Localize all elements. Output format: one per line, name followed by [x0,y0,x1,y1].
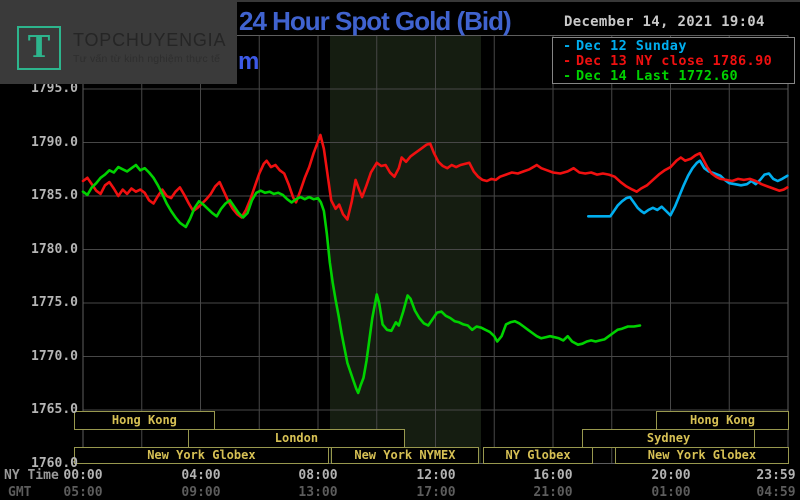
legend-label: Dec 14 Last 1772.60 [576,68,739,84]
legend-marker: - [563,68,572,84]
session-box-london: London [187,429,405,448]
y-tick-label: 1760.0 [31,456,78,471]
y-tick-label: 1780.0 [31,242,78,257]
x-tick-label: 05:00 [63,485,103,500]
session-box-new-york-nymex: New York NYMEX [330,447,479,464]
legend-item: - Dec 12 Sunday [563,39,794,54]
x-tick-label: 01:00 [651,485,691,500]
brand-name: TOPCHUYENGIA [73,30,227,50]
y-tick-label: 1770.0 [31,349,78,364]
topchuyengia-watermark: T TOPCHUYENGIA Tư vấn từ kinh nghiệm thự… [0,0,237,84]
x-tick-label: 09:00 [181,485,221,500]
x-tick-label: 12:00 [416,468,456,483]
legend-item: - Dec 14 Last 1772.60 [563,69,794,84]
series-dec-12-sunday [586,159,789,218]
session-box-hong-kong: Hong Kong [73,411,215,430]
session-box-sydney: Sydney [582,429,756,448]
x-tick-label: 04:59 [756,485,796,500]
session-box-new-york-globex: New York Globex [615,447,789,464]
x-tick-label: 04:00 [181,468,221,483]
brand-tagline: Tư vấn từ kinh nghiệm thực tế [73,53,221,65]
y-tick-label: 1790.0 [31,135,78,150]
kitco-logo-fragment: m [238,48,260,75]
x-tick-label: 21:00 [533,485,573,500]
legend: - Dec 12 Sunday - Dec 13 NY close 1786.90- D… [552,37,795,84]
y-tick-label: 1795.0 [31,81,78,96]
y-tick-label: 1765.0 [31,402,78,417]
legend-marker: - [563,53,572,69]
x-tick-label: 13:00 [298,485,338,500]
topchuyengia-logo-icon: T [17,26,61,70]
legend-item: - Dec 13 NY close 1786.90 [563,54,794,69]
page-title: 24 Hour Spot Gold (Bid) [239,6,512,36]
session-box-new-york-globex: New York Globex [73,447,329,464]
y-tick-label: 1775.0 [31,295,78,310]
x-tick-label: 08:00 [298,468,338,483]
x-tick-label: 00:00 [63,468,103,483]
series-dec-14-last-1772-60 [81,163,642,395]
legend-label: Dec 12 Sunday [576,38,687,54]
x-tick-label: 16:00 [533,468,573,483]
x-tick-label: 23:59 [756,468,796,483]
top-border-strip [0,0,800,2]
y-tick-label: 1785.0 [31,188,78,203]
gmt-axis-label: GMT [8,485,32,500]
chart-datetime: December 14, 2021 19:04 [564,14,765,30]
legend-label: Dec 13 NY close 1786.90 [576,53,773,69]
x-tick-label: 17:00 [416,485,456,500]
ny-time-axis-label: NY Time [4,468,59,483]
session-box-hong-kong: Hong Kong [656,411,789,430]
x-tick-label: 20:00 [651,468,691,483]
session-box-ny-globex: NY Globex [483,447,593,464]
logo-letter: T [27,30,51,65]
legend-marker: - [563,38,572,54]
